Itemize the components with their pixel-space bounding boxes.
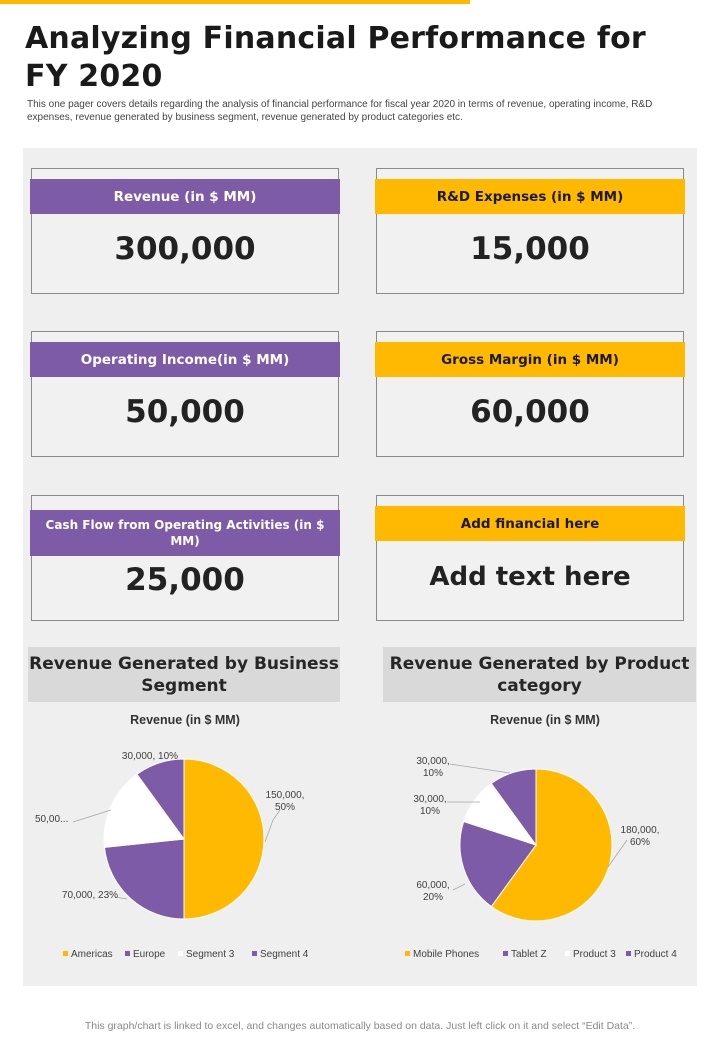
data-label: 30,000, 10% xyxy=(416,756,449,779)
legend-label: Product 4 xyxy=(634,949,677,960)
data-label: 30,000, 10% xyxy=(413,794,446,817)
legend-label: Americas xyxy=(71,949,113,960)
legend-swatch xyxy=(63,951,68,956)
kpi-label: Revenue (in $ MM) xyxy=(30,179,340,214)
kpi-label: Operating Income(in $ MM) xyxy=(30,342,340,377)
leader-line xyxy=(114,896,128,900)
leader-line xyxy=(607,839,628,868)
data-label: 150,000, 50% xyxy=(266,790,305,813)
legend-swatch xyxy=(405,951,410,956)
page-subtitle: This one pager covers details regarding … xyxy=(27,99,653,123)
legend-swatch xyxy=(178,951,183,956)
legend-label: Mobile Phones xyxy=(413,949,479,960)
kpi-label: R&D Expenses (in $ MM) xyxy=(375,179,685,214)
pie-slice-mobile-phones xyxy=(490,768,613,922)
legend-label: Tablet Z xyxy=(511,949,547,960)
page-title: Analyzing Financial Performance for FY 2… xyxy=(25,21,646,94)
legend-swatch xyxy=(125,951,130,956)
data-label: 30,000, 10% xyxy=(122,751,178,762)
legend-label: Product 3 xyxy=(573,949,616,960)
kpi-value: 300,000 xyxy=(114,231,256,267)
top-accent-bar xyxy=(0,0,470,4)
legend-label: Segment 4 xyxy=(260,949,309,960)
data-label: 180,000, 60% xyxy=(621,825,660,848)
kpi-card-add-financial: Add financial here Add text here xyxy=(375,495,685,621)
leader-line xyxy=(72,809,112,823)
section-title-product-category: Revenue Generated by Product category xyxy=(383,647,696,702)
footer-note: This graph/chart is linked to excel, and… xyxy=(84,1020,636,1032)
legend-swatch xyxy=(626,951,631,956)
chart-product-category: Revenue (in $ MM) 180,000, 60% 60,000, 20% 30… xyxy=(405,713,677,960)
chart-title: Revenue (in $ MM) xyxy=(490,713,600,727)
chart-title: Revenue (in $ MM) xyxy=(130,713,240,727)
pie-slice-product-4 xyxy=(490,768,537,847)
kpi-card-revenue: Revenue (in $ MM) 300,000 xyxy=(30,168,340,294)
pie-slice-segment-4 xyxy=(136,758,185,841)
chart-business-segment: Revenue (in $ MM) 150,000, 50% 70,000, 23% 5… xyxy=(35,713,309,960)
legend-swatch xyxy=(503,951,508,956)
kpi-card-cash-flow: Cash Flow from Operating Activities (in … xyxy=(30,495,340,621)
kpi-value: 50,000 xyxy=(125,394,245,430)
kpi-label: Cash Flow from Operating Activities (in … xyxy=(30,510,340,556)
legend-swatch xyxy=(565,951,570,956)
data-label: 50,00... xyxy=(35,814,68,825)
kpi-card-rd-expenses: R&D Expenses (in $ MM) 15,000 xyxy=(375,168,685,294)
legend-label: Europe xyxy=(133,949,166,960)
kpi-label: Add financial here xyxy=(375,506,685,541)
kpi-card-gross-margin: Gross Margin (in $ MM) 60,000 xyxy=(375,331,685,457)
leader-line xyxy=(449,763,511,774)
data-label: 60,000, 20% xyxy=(416,880,449,903)
kpi-label: Gross Margin (in $ MM) xyxy=(375,342,685,377)
kpi-card-operating-income: Operating Income(in $ MM) 50,000 xyxy=(30,331,340,457)
leader-line xyxy=(452,883,466,891)
pie-slice-segment-3 xyxy=(103,773,185,848)
pie-slice-europe xyxy=(103,838,185,920)
section-title-business-segment: Revenue Generated by Business Segment xyxy=(28,647,340,702)
kpi-value: 25,000 xyxy=(125,562,245,598)
leader-line xyxy=(264,809,281,843)
kpi-value: Add text here xyxy=(429,562,631,592)
pie-slice-tablet-z xyxy=(459,820,537,908)
legend-swatch xyxy=(252,951,257,956)
legend-label: Segment 3 xyxy=(186,949,235,960)
data-label: 70,000, 23% xyxy=(62,890,118,901)
kpi-value: 15,000 xyxy=(470,231,590,267)
kpi-value: 60,000 xyxy=(470,394,590,430)
pie-slice-americas xyxy=(183,758,265,920)
